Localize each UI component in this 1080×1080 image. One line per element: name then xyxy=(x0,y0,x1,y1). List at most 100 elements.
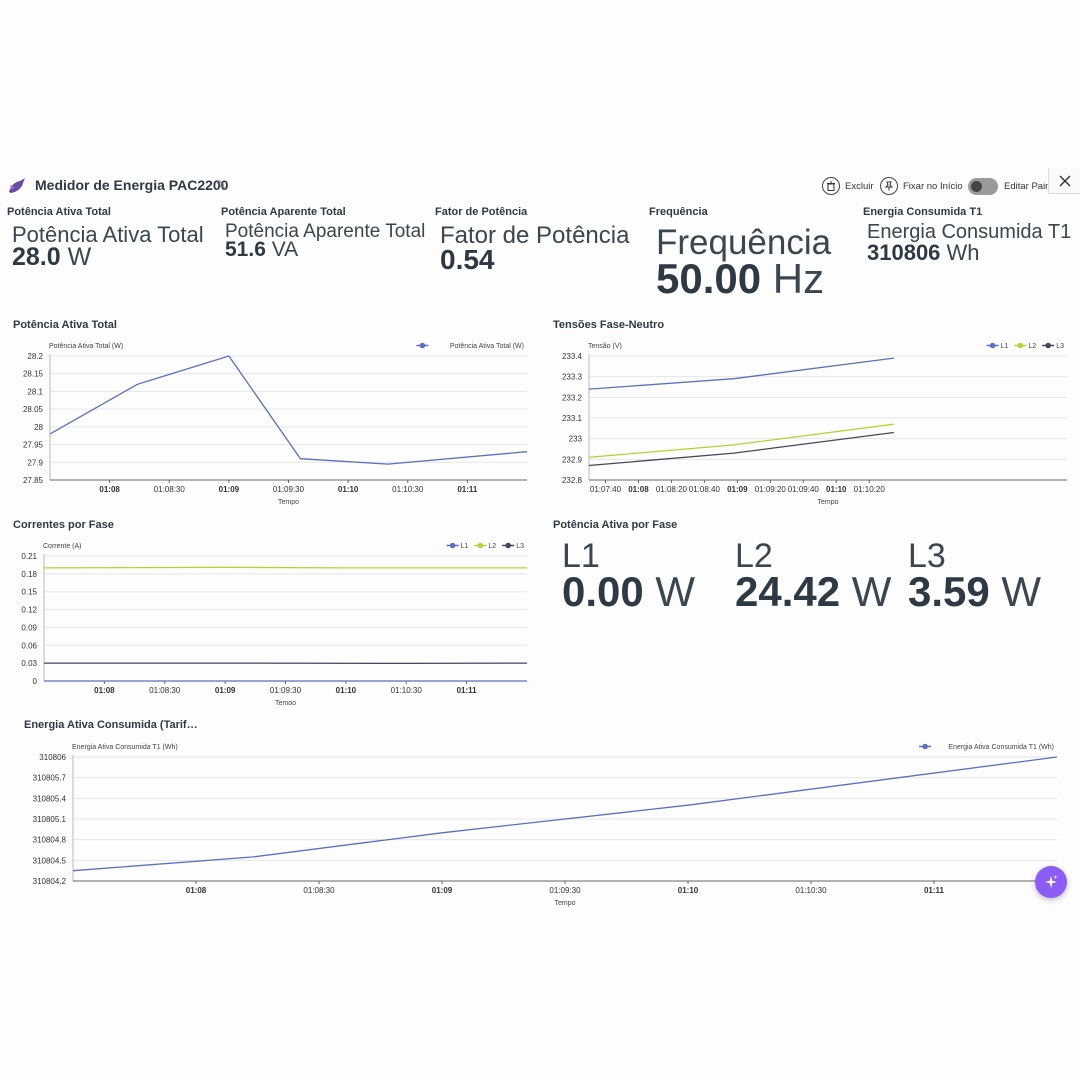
toggle-switch[interactable] xyxy=(968,177,998,195)
y-tick-label: 233 xyxy=(569,435,583,444)
y-tick-label: 0.09 xyxy=(21,623,37,632)
series-line-energia-ativa-consumida-t1-wh- xyxy=(72,756,1058,872)
legend-marker xyxy=(1017,342,1024,349)
y-tick-label: 310804.8 xyxy=(33,836,67,845)
x-tick-label: 01:09:20 xyxy=(755,485,787,494)
kpi-label: Frequência xyxy=(656,223,832,262)
delete-button[interactable]: Excluir xyxy=(822,176,874,196)
x-tick-label: 01:09 xyxy=(215,686,236,695)
x-tick-label: 01:09:30 xyxy=(549,886,581,895)
y-axis-label: Energia Ativa Consumida T1 (Wh) xyxy=(72,744,178,751)
kpi-value: 0.54 xyxy=(440,244,495,275)
y-tick-label: 0.06 xyxy=(21,641,37,650)
y-axis-label: Corrente (A) xyxy=(43,543,82,550)
x-tick-label: 01:09 xyxy=(219,485,240,494)
panel-title-energy: Energia Ativa Consumida (Tarif… xyxy=(24,719,198,731)
kpi-title: Potência Aparente Total xyxy=(221,206,346,218)
x-tick-label: 01:08:40 xyxy=(689,485,721,494)
kpi-title: Potência Ativa Total xyxy=(7,206,111,218)
kpi-label: Potência Aparente Total xyxy=(225,221,426,242)
x-tick-label: 01:10 xyxy=(338,485,359,494)
x-tick-label: 01:11 xyxy=(924,886,945,895)
y-tick-label: 310804.5 xyxy=(33,856,67,865)
y-tick-label: 0.15 xyxy=(21,588,37,597)
legend-marker xyxy=(922,743,928,750)
x-tick-label: 01:10:20 xyxy=(854,485,886,494)
y-tick-label: 0.18 xyxy=(21,570,37,579)
chart-energy: 310806 310805.7 310805.4 310805.1 310804.8 31… xyxy=(33,743,1058,907)
legend-label: L3 xyxy=(516,543,524,550)
y-tick-label: 232.8 xyxy=(562,476,583,485)
y-tick-label: 233.2 xyxy=(562,393,583,402)
dashboard-header: Medidor de Energia PAC2200 ✎ Excluir Fix… xyxy=(0,168,1080,202)
x-tick-label: 01:10 xyxy=(336,686,357,695)
panel-title-currents: Correntes por Fase xyxy=(13,519,114,531)
phase-label: L2 xyxy=(735,537,773,575)
x-tick-label: 01:11 xyxy=(457,485,478,494)
series-line-pot-ncia-ativa-total-w- xyxy=(49,355,528,465)
legend-label: Potência Ativa Total (W) xyxy=(450,343,524,350)
x-tick-label: 01:08:30 xyxy=(149,686,181,695)
legend-label: L1 xyxy=(1001,343,1009,350)
pin-icon xyxy=(880,177,898,195)
ai-assistant-button[interactable] xyxy=(1035,866,1067,898)
x-axis-label: Tempo xyxy=(554,900,575,907)
y-tick-label: 28 xyxy=(34,423,43,432)
close-icon xyxy=(1059,175,1070,186)
legend-marker xyxy=(449,542,456,549)
pin-button[interactable]: Fixar no Início xyxy=(880,176,963,196)
kpi-value: 50.00 Hz xyxy=(656,255,825,302)
y-tick-label: 28.15 xyxy=(23,370,44,379)
y-tick-label: 310805.4 xyxy=(33,794,67,803)
edit-panel-toggle[interactable]: Editar Painel xyxy=(968,176,1058,196)
x-tick-label: 01:09:30 xyxy=(270,686,302,695)
kpi-value: 310806 Wh xyxy=(867,240,980,265)
x-tick-label: 01:10:30 xyxy=(795,886,827,895)
y-tick-label: 310805.1 xyxy=(33,815,67,824)
sparkle-icon xyxy=(1045,875,1058,888)
y-tick-label: 310804.2 xyxy=(33,877,67,886)
x-tick-label: 01:08:20 xyxy=(656,485,688,494)
x-tick-label: 01:08:30 xyxy=(303,886,335,895)
y-tick-label: 232.9 xyxy=(562,455,583,464)
legend-label: Energia Ativa Consumida T1 (Wh) xyxy=(948,744,1054,751)
y-tick-label: 310806 xyxy=(39,753,66,762)
kpi-title: Fator de Potência xyxy=(435,206,528,218)
pin-label: Fixar no Início xyxy=(903,180,963,192)
phase-label: L3 xyxy=(908,537,946,575)
y-tick-label: 233.1 xyxy=(562,414,583,423)
close-button[interactable] xyxy=(1048,168,1080,194)
chart-voltages: 233.4 233.3 233.2 233.1 233 232.9 232.8 01:07:4… xyxy=(562,342,1067,505)
x-tick-label: 01:08 xyxy=(186,886,207,895)
panel-title-phase-power: Potência Ativa por Fase xyxy=(553,519,678,531)
legend-marker xyxy=(505,542,512,549)
x-tick-label: 01:08 xyxy=(628,485,649,494)
legend-label: L2 xyxy=(488,543,496,550)
series-line-l2 xyxy=(43,566,527,569)
series-line-l2 xyxy=(588,423,894,458)
y-axis-label: Potência Ativa Total (W) xyxy=(49,343,123,350)
page-title: Medidor de Energia PAC2200 xyxy=(35,177,229,193)
x-tick-label: 01:08 xyxy=(99,485,120,494)
legend-marker xyxy=(989,342,996,349)
app-logo-icon xyxy=(9,178,25,193)
y-tick-label: 0 xyxy=(33,677,38,686)
x-tick-label: 01:09 xyxy=(727,485,748,494)
panel-title-voltages: Tensões Fase-Neutro xyxy=(553,319,665,331)
series-line-l3 xyxy=(588,431,894,467)
x-tick-label: 01:09:30 xyxy=(273,485,305,494)
x-tick-label: 01:11 xyxy=(457,686,478,695)
panel-title-active-power: Potência Ativa Total xyxy=(13,319,117,331)
y-tick-label: 0.21 xyxy=(21,552,37,561)
x-tick-label: 01:07:40 xyxy=(590,485,622,494)
edit-title-icon[interactable]: ✎ xyxy=(216,178,227,192)
y-tick-label: 28.2 xyxy=(27,352,43,361)
legend-label: L1 xyxy=(461,543,469,550)
x-tick-label: 01:10 xyxy=(678,886,699,895)
x-tick-label: 01:10:30 xyxy=(392,485,424,494)
kpi-value: 28.0 W xyxy=(12,243,92,271)
kpi-title: Energia Consumida T1 xyxy=(863,206,983,218)
y-tick-label: 27.9 xyxy=(27,458,43,467)
kpi-label: Fator de Potência xyxy=(440,222,630,249)
kpi-value: 51.6 VA xyxy=(225,238,299,261)
